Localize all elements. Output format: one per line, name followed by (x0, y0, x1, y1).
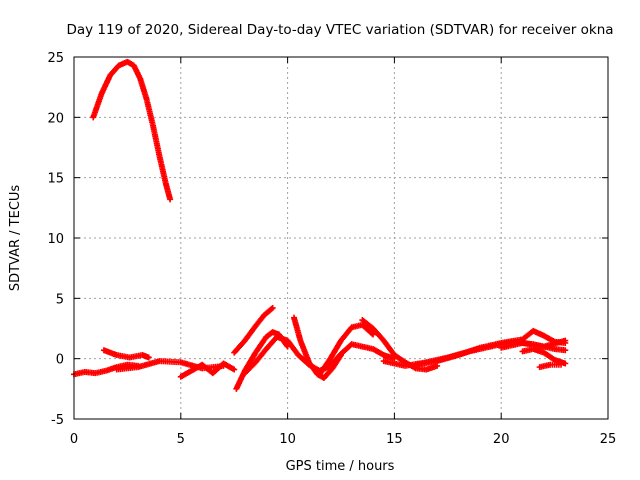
series-arc-p (536, 361, 565, 371)
x-tick-label: 25 (600, 432, 617, 447)
series-arc-high (90, 58, 174, 203)
series-arc-o (498, 337, 569, 351)
series-arc-n (519, 346, 569, 367)
data-point (558, 361, 565, 368)
axis-ticks: 0 5 10 15 20 25 -5 0 5 10 15 20 25 (47, 51, 616, 447)
x-tick-label: 20 (493, 432, 510, 447)
data-point (167, 196, 174, 203)
series-arc-j (327, 341, 398, 369)
y-tick-label: 20 (47, 111, 64, 126)
x-tick-label: 0 (70, 432, 78, 447)
series-arc-d (177, 360, 238, 380)
series-arc-m (412, 327, 569, 368)
chart-title: Day 119 of 2020, Sidereal Day-to-day VTE… (66, 22, 613, 38)
y-tick-label: 25 (47, 51, 64, 66)
series-arc-b (100, 347, 152, 361)
y-axis-label: SDTVAR / TECUs (8, 185, 23, 292)
y-tick-label: 10 (47, 232, 64, 247)
x-tick-label: 5 (177, 432, 185, 447)
x-tick-label: 10 (279, 432, 296, 447)
data-point (231, 366, 238, 373)
data-point (562, 347, 569, 354)
data-point (268, 305, 275, 312)
series-arc-c (113, 358, 227, 373)
x-axis-label: GPS time / hours (286, 459, 395, 474)
data-points (71, 58, 569, 392)
y-tick-label: 5 (56, 292, 64, 307)
y-tick-label: -5 (51, 413, 64, 428)
y-tick-label: 15 (47, 172, 64, 187)
series-arc-f (231, 304, 276, 356)
data-point (145, 354, 152, 361)
data-point (269, 304, 276, 311)
data-point (562, 360, 569, 367)
x-tick-label: 15 (386, 432, 403, 447)
data-point (562, 337, 569, 344)
plot-frame (73, 56, 609, 420)
y-tick-label: 0 (56, 353, 64, 368)
